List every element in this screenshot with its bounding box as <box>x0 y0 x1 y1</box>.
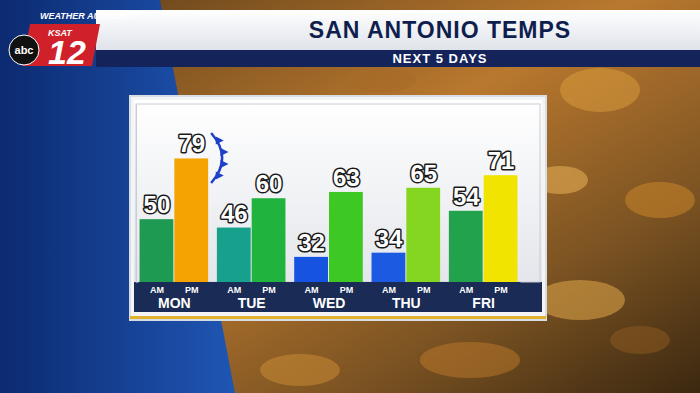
series-label: PM <box>185 285 199 295</box>
data-label: 34 <box>376 225 403 252</box>
bar <box>449 211 483 282</box>
leaf <box>535 280 625 320</box>
y-axis-line <box>136 105 137 283</box>
station-number: 12 <box>48 33 86 71</box>
x-tick: WED <box>313 295 346 311</box>
data-label: 71 <box>488 147 515 174</box>
panel <box>130 96 546 320</box>
bar <box>140 219 174 282</box>
chart-svg: SAN ANTONIO TEMPS NEXT 5 DAYS WEATHER AUTH… <box>0 0 700 393</box>
series-label: PM <box>494 285 508 295</box>
x-tick-label: THU <box>392 295 421 311</box>
leaf <box>344 68 416 92</box>
bar <box>217 228 251 282</box>
front-symbol <box>211 133 228 183</box>
x-axis-line <box>139 282 521 283</box>
bar <box>406 188 440 282</box>
leaf <box>560 68 640 112</box>
x-tick-label: TUE <box>238 295 266 311</box>
x-axis: MON TUE WED THU FRI <box>139 283 521 311</box>
bars <box>140 158 518 282</box>
x-tick-label: WED <box>313 295 346 311</box>
data-label: 60 <box>256 170 283 197</box>
bar <box>174 158 208 282</box>
series-labels: AM PM AM PM AM PM AM PM AM PM <box>150 285 508 295</box>
x-tick: TUE <box>238 295 266 311</box>
brand-text: WEATHER AUTHORITY <box>40 11 140 21</box>
series-label: PM <box>340 285 354 295</box>
leaf <box>420 342 520 378</box>
bar <box>484 175 518 282</box>
series-label: AM <box>459 285 473 295</box>
data-label: 50 <box>144 191 171 218</box>
plot-frame <box>136 104 540 282</box>
subtitle-bar <box>96 50 700 67</box>
x-tick-label: FRI <box>472 295 495 311</box>
bar <box>252 198 286 282</box>
x-tick: MON <box>158 295 191 311</box>
series-label: AM <box>382 285 396 295</box>
data-label: 65 <box>410 160 437 187</box>
front-triangle <box>216 172 224 180</box>
leaf <box>625 182 695 218</box>
bar <box>372 253 406 282</box>
data-label: 79 <box>178 130 205 157</box>
subtitle: NEXT 5 DAYS <box>392 51 487 66</box>
x-tick: THU <box>392 295 421 311</box>
network-logo <box>9 35 39 65</box>
data-label: 63 <box>333 164 360 191</box>
front-triangle <box>221 160 229 168</box>
data-labels: 50 46 32 34 54 79 60 63 65 71 <box>144 130 515 255</box>
leaf <box>260 354 340 386</box>
series-label: AM <box>150 285 164 295</box>
axis-strip <box>134 282 542 312</box>
data-label: 46 <box>221 200 248 227</box>
series-label: AM <box>305 285 319 295</box>
title-bar <box>96 10 700 50</box>
bar <box>294 257 328 282</box>
y-axis <box>136 105 137 283</box>
series-label: AM <box>227 285 241 295</box>
plot-background <box>134 100 542 312</box>
x-tick-label: MON <box>158 295 191 311</box>
data-label: 54 <box>453 183 480 210</box>
title: SAN ANTONIO TEMPS <box>309 17 571 43</box>
x-tick: FRI <box>472 295 495 311</box>
background <box>0 0 700 393</box>
panel-edge <box>130 316 546 319</box>
bar <box>329 192 363 282</box>
front-triangle <box>216 137 224 145</box>
leaf <box>610 326 670 354</box>
network-name: abc <box>15 44 34 56</box>
data-label: 32 <box>298 229 325 256</box>
series-label: PM <box>262 285 276 295</box>
series-label: PM <box>417 285 431 295</box>
front-triangle <box>221 148 229 156</box>
